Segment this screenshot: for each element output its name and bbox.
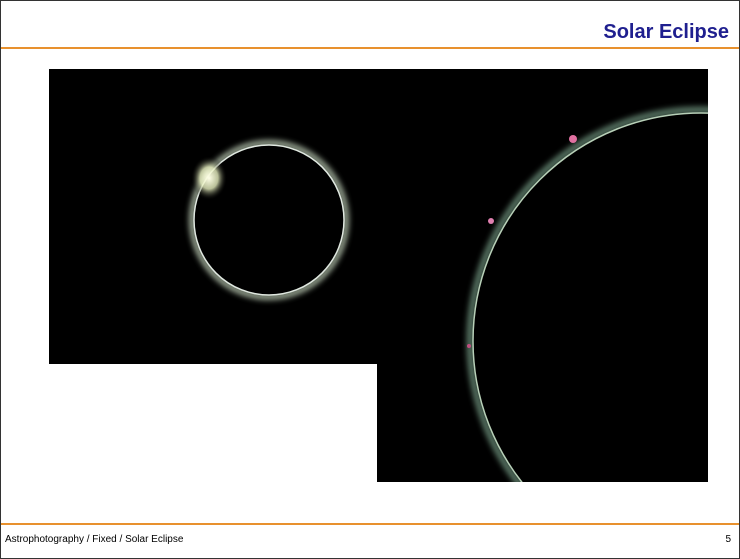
footer-rule [1,523,739,525]
eclipse-photo-left [49,69,378,364]
eclipse-photo-right [377,69,739,558]
photos [1,1,739,558]
footer-breadcrumb: Astrophotography / Fixed / Solar Eclipse [5,534,183,545]
title-rule [1,47,739,49]
slide-title: Solar Eclipse [603,21,729,44]
page-number: 5 [725,534,731,545]
slide: Solar Eclipse Astrophotography / Fixed /… [0,0,740,559]
